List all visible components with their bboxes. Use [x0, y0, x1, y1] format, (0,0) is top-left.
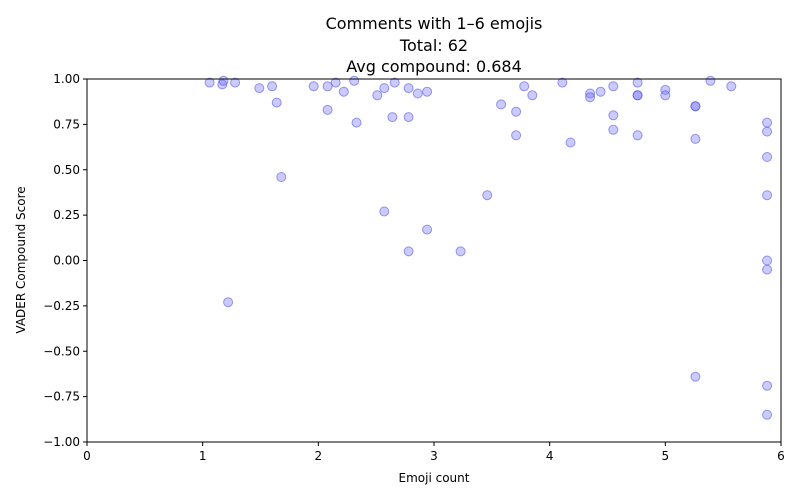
data-point-45 [632, 130, 643, 141]
plot-frame [86, 78, 782, 443]
chart-title-line-1: Comments with 1–6 emojis [326, 14, 543, 33]
y-tick-label-2: −0.50 [43, 344, 80, 358]
y-tick-label-8: 1.00 [53, 72, 80, 86]
data-point-2 [218, 75, 229, 86]
y-axis-label: VADER Compound Score [14, 186, 28, 333]
data-point-10 [322, 81, 333, 92]
x-tick-label-1: 1 [199, 449, 207, 463]
chart-title: Comments with 1–6 emojis Total: 62 Avg c… [326, 14, 543, 76]
data-point-42 [632, 77, 643, 88]
data-point-18 [379, 206, 390, 217]
y-tick-label-3: −0.25 [43, 299, 80, 313]
y-tick-label-0: −1.00 [43, 435, 80, 449]
y-tick-label-6: 0.50 [53, 163, 80, 177]
x-axis-label: Emoji count [399, 471, 470, 485]
data-point-37 [585, 92, 596, 103]
y-tick-label-5: 0.25 [53, 208, 80, 222]
data-point-47 [660, 90, 671, 101]
data-point-3 [223, 297, 234, 308]
data-point-9 [308, 81, 319, 92]
data-point-21 [403, 83, 414, 94]
data-point-23 [403, 246, 414, 257]
chart-title-line-2: Total: 62 [399, 36, 468, 55]
data-point-59 [762, 264, 773, 275]
x-tick-label-6: 6 [777, 449, 785, 463]
data-point-53 [726, 81, 737, 92]
data-point-50 [690, 133, 701, 144]
data-point-27 [455, 246, 466, 257]
data-point-58 [762, 255, 773, 266]
data-point-36 [585, 88, 596, 99]
data-point-20 [389, 77, 400, 88]
data-point-15 [351, 117, 362, 128]
data-point-12 [330, 77, 341, 88]
data-point-57 [762, 190, 773, 201]
data-point-31 [511, 130, 522, 141]
data-point-38 [595, 86, 606, 97]
x-tick-label-0: 0 [83, 449, 91, 463]
data-point-6 [267, 81, 278, 92]
data-point-7 [271, 97, 282, 108]
y-axis: −1.00 −0.75 −0.50 −0.25 0.00 0.25 0.50 0.75 1.00 [43, 72, 87, 449]
data-point-0 [204, 77, 215, 88]
data-point-40 [608, 110, 619, 121]
data-point-8 [276, 172, 287, 182]
data-point-34 [557, 77, 568, 88]
data-point-28 [482, 190, 493, 201]
data-point-49 [690, 101, 701, 112]
data-point-13 [338, 86, 349, 97]
data-point-26 [422, 224, 433, 235]
x-tick-label-4: 4 [546, 449, 554, 463]
y-tick-label-1: −0.75 [43, 390, 80, 404]
data-point-32 [519, 81, 530, 92]
x-tick-label-2: 2 [315, 449, 323, 463]
data-point-54 [762, 117, 773, 128]
chart-title-line-3: Avg compound: 0.684 [346, 57, 522, 76]
data-point-29 [496, 99, 507, 110]
data-point-61 [762, 409, 773, 420]
y-tick-label-4: 0.00 [53, 254, 80, 268]
data-point-35 [565, 137, 576, 148]
data-point-41 [608, 124, 619, 135]
data-point-30 [511, 106, 522, 117]
data-point-51 [690, 371, 701, 382]
data-point-55 [762, 126, 773, 137]
data-point-17 [379, 83, 390, 94]
data-point-14 [349, 75, 360, 86]
data-point-44 [632, 90, 643, 101]
data-point-39 [608, 81, 619, 92]
data-point-25 [422, 86, 433, 97]
data-point-16 [372, 90, 383, 101]
data-point-33 [527, 90, 538, 101]
data-point-24 [412, 88, 423, 99]
data-point-22 [403, 112, 414, 123]
data-point-52 [705, 75, 716, 86]
data-point-5 [254, 83, 265, 94]
points-layer [204, 75, 773, 420]
data-point-4 [230, 77, 241, 88]
data-point-56 [762, 152, 773, 162]
data-point-60 [762, 380, 773, 391]
data-point-11 [322, 104, 333, 115]
x-tick-label-3: 3 [430, 449, 438, 463]
x-tick-label-5: 5 [662, 449, 670, 463]
x-axis: 0 1 2 3 4 5 6 [83, 442, 785, 463]
data-point-19 [387, 112, 398, 123]
y-tick-label-7: 0.75 [53, 117, 80, 131]
data-point-46 [660, 84, 671, 95]
